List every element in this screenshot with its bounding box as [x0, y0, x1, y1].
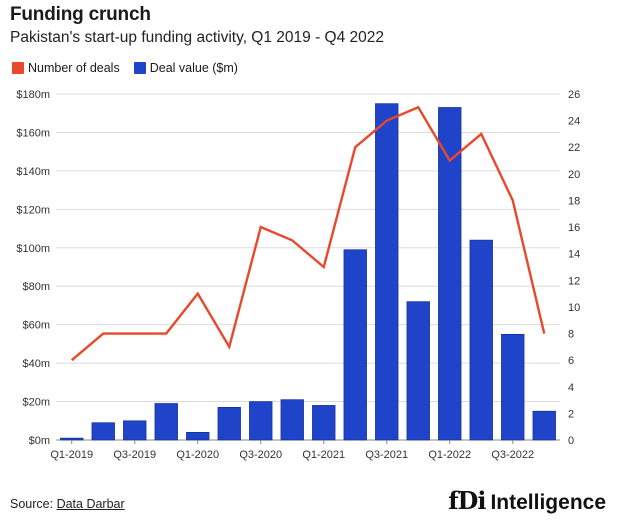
- legend-swatch-deal-value: [133, 62, 146, 74]
- bar: [343, 249, 367, 441]
- x-tick-label: Q1-2019: [50, 449, 93, 461]
- legend-swatch-number-of-deals: [12, 62, 24, 74]
- y-left-tick-label: $100m: [16, 243, 50, 255]
- y-left-tick-label: $60m: [22, 320, 50, 332]
- x-tick-label: Q3-2019: [113, 449, 156, 461]
- x-tick-label: Q1-2022: [428, 449, 471, 461]
- y-right-tick-label: 18: [568, 195, 580, 207]
- y-right-tick-label: 16: [568, 222, 580, 234]
- y-right-tick-label: 2: [568, 408, 574, 420]
- y-left-tick-label: $40m: [22, 358, 50, 370]
- bar: [154, 403, 178, 441]
- bar: [249, 401, 273, 441]
- legend-item-number-of-deals: Number of deals: [12, 61, 120, 75]
- y-right-tick-label: 12: [568, 275, 580, 287]
- bar: [469, 239, 493, 441]
- y-left-tick-label: $0m: [29, 435, 50, 447]
- x-tick-label: Q3-2022: [491, 449, 534, 461]
- bar: [375, 103, 399, 441]
- x-tick-label: Q1-2021: [302, 449, 345, 461]
- bar: [406, 301, 430, 441]
- x-tick-label: Q3-2020: [239, 449, 282, 461]
- y-left-tick-label: $180m: [16, 89, 50, 101]
- source-note: Source: Data Darbar: [10, 497, 125, 511]
- chart-subtitle: Pakistan's start-up funding activity, Q1…: [10, 29, 385, 46]
- bar: [438, 107, 462, 441]
- legend-label-number-of-deals: Number of deals: [28, 61, 120, 75]
- source-prefix: Source:: [10, 497, 57, 511]
- combo-chart: $0m $20m $40m $60m $80m $100m $120m $140m $160m $…: [16, 89, 580, 461]
- y-right-tick-label: 22: [568, 142, 580, 154]
- bar: [186, 432, 210, 441]
- x-tick-label: Q3-2021: [365, 449, 408, 461]
- bar: [217, 407, 241, 441]
- y-left-tick-label: $20m: [22, 397, 50, 409]
- x-tick-label: Q1-2020: [176, 449, 219, 461]
- bar: [501, 333, 525, 441]
- legend-item-deal-value: Deal value ($m): [133, 61, 238, 75]
- y-right-tick-label: 4: [568, 382, 574, 394]
- brand-mark: fDi: [448, 486, 486, 515]
- y-right-tick-label: 6: [568, 355, 574, 367]
- y-right-tick-label: 10: [568, 302, 580, 314]
- y-left-tick-label: $120m: [16, 204, 50, 216]
- y-right-tick-label: 24: [568, 116, 580, 128]
- y-left-tick-label: $160m: [16, 127, 50, 139]
- bar: [532, 410, 556, 441]
- brand-text: Intelligence: [490, 491, 606, 514]
- y-right-tick-label: 20: [568, 169, 580, 181]
- legend-label-deal-value: Deal value ($m): [149, 61, 238, 75]
- y-left-tick-label: $140m: [16, 166, 50, 178]
- y-right-tick-label: 0: [568, 435, 574, 447]
- y-right-tick-label: 8: [568, 329, 574, 341]
- bar: [280, 399, 304, 441]
- y-right-tick-label: 14: [568, 249, 580, 261]
- bar: [123, 420, 147, 441]
- bar: [60, 437, 84, 441]
- deals-line: [70, 105, 546, 362]
- source-link[interactable]: Data Darbar: [56, 497, 125, 511]
- chart-legend: Number of deals Deal value ($m): [12, 61, 252, 75]
- y-right-tick-label: 26: [568, 89, 580, 101]
- bar: [312, 405, 336, 441]
- chart-title: Funding crunch: [10, 4, 151, 25]
- bar: [91, 422, 115, 441]
- y-left-tick-label: $80m: [22, 281, 50, 293]
- brand-logo: fDi Intelligence: [448, 486, 606, 515]
